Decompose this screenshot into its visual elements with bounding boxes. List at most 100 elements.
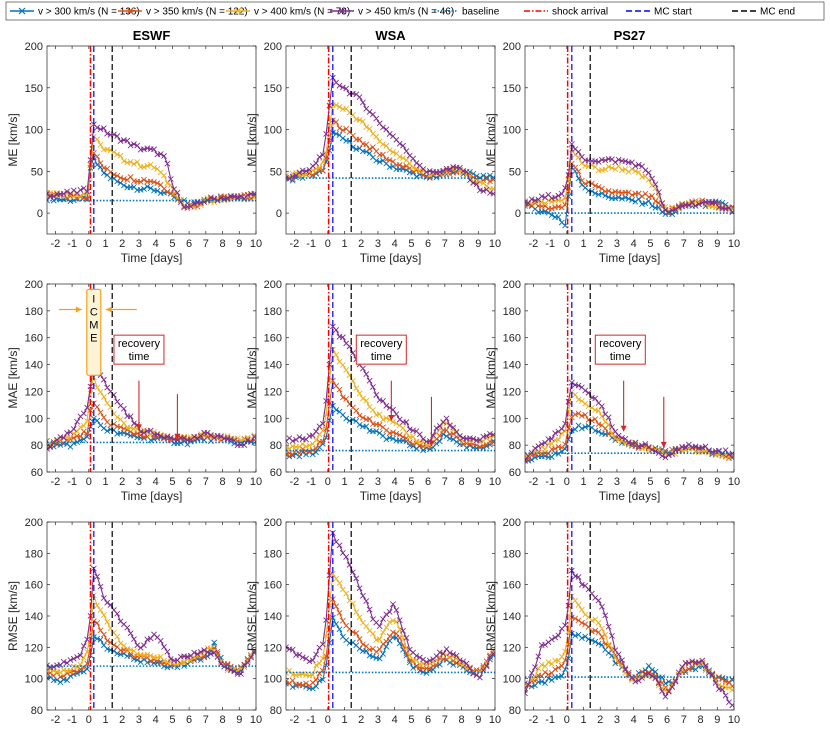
- y-tick-label: 100: [25, 674, 43, 686]
- panel-4: -2 -1 0 1 2 3 4 5 6 7 8 9 10 60 80 100 120 140 160 180 200 Ti…: [245, 279, 501, 503]
- x-tick-label: 3: [136, 714, 142, 726]
- x-axis-label: Time [days]: [121, 251, 183, 265]
- icme-arrowhead-right: [105, 306, 112, 313]
- y-axis-label: ME [km/s]: [484, 113, 498, 166]
- y-tick-label: 50: [31, 166, 43, 178]
- y-tick-label: 150: [503, 83, 521, 95]
- x-tick-label: 5: [169, 476, 175, 488]
- x-tick-label: 4: [153, 714, 159, 726]
- y-tick-label: 80: [270, 705, 282, 717]
- y-tick-label: 140: [25, 360, 43, 372]
- x-tick-label: -2: [528, 476, 538, 488]
- panel-title: PS27: [614, 28, 646, 43]
- x-tick-label: 9: [714, 714, 720, 726]
- x-tick-label: 0: [86, 238, 92, 250]
- x-tick-label: 10: [728, 476, 740, 488]
- y-tick-label: 200: [264, 517, 282, 529]
- x-tick-label: 10: [489, 476, 501, 488]
- x-tick-label: 7: [681, 714, 687, 726]
- y-tick-label: 200: [264, 279, 282, 291]
- x-tick-label: 4: [392, 714, 398, 726]
- y-tick-label: 120: [264, 386, 282, 398]
- y-tick-label: 200: [503, 41, 521, 53]
- legend-marker: [338, 7, 346, 15]
- x-tick-label: 1: [580, 476, 586, 488]
- legend-entry-7: MC end: [732, 7, 795, 18]
- x-tick-label: 1: [341, 714, 347, 726]
- x-tick-label: -2: [289, 476, 299, 488]
- y-tick-label: 80: [31, 705, 43, 717]
- y-tick-label: 120: [264, 642, 282, 654]
- x-axis-label: Time [days]: [599, 489, 661, 503]
- x-tick-label: 5: [169, 238, 175, 250]
- y-tick-label: 160: [503, 580, 521, 592]
- plot-body: [47, 522, 256, 710]
- x-tick-label: 6: [186, 714, 192, 726]
- recovery-arrowhead-1: [174, 433, 181, 440]
- legend-label: MC start: [654, 7, 692, 18]
- x-tick-label: -1: [67, 238, 77, 250]
- recovery-word: recovery: [360, 338, 403, 350]
- y-tick-label: 200: [25, 279, 43, 291]
- y-tick-label: 0: [37, 208, 43, 220]
- x-tick-label: -1: [306, 476, 316, 488]
- recovery-box: [355, 334, 407, 365]
- x-tick-label: 7: [442, 238, 448, 250]
- x-tick-label: 9: [475, 476, 481, 488]
- x-tick-label: 1: [580, 238, 586, 250]
- icme-letter: M: [89, 319, 98, 331]
- recovery-box: [113, 334, 165, 365]
- y-tick-label: 50: [509, 166, 521, 178]
- x-tick-label: 6: [664, 238, 670, 250]
- x-axis-label: Time [days]: [121, 489, 183, 503]
- legend: v > 300 km/s (N = 136) v > 350 km/s (N = …: [5, 1, 825, 21]
- x-tick-label: 0: [564, 476, 570, 488]
- x-tick-label: 7: [203, 714, 209, 726]
- x-tick-label: 7: [203, 238, 209, 250]
- y-tick-label: 150: [25, 83, 43, 95]
- y-axis-label: RMSE [km/s]: [6, 581, 20, 651]
- recovery-word: time: [129, 351, 150, 363]
- x-axis-label: Time [days]: [121, 727, 183, 729]
- x-tick-label: 3: [375, 476, 381, 488]
- x-tick-label: 1: [580, 714, 586, 726]
- y-tick-label: 140: [25, 611, 43, 623]
- legend-label: v > 350 km/s (N = 122): [146, 7, 248, 18]
- x-tick-label: 8: [219, 476, 225, 488]
- recovery-word: time: [610, 351, 631, 363]
- x-tick-label: 3: [375, 714, 381, 726]
- y-tick-label: 100: [503, 125, 521, 137]
- x-tick-label: 0: [564, 714, 570, 726]
- legend-entry-3: v > 450 km/s (N = 46): [330, 7, 454, 18]
- x-axis-label: Time [days]: [599, 251, 661, 265]
- x-tick-label: 7: [203, 476, 209, 488]
- x-tick-label: 8: [219, 714, 225, 726]
- x-tick-label: 9: [236, 714, 242, 726]
- x-tick-label: -1: [306, 714, 316, 726]
- legend-label: baseline: [462, 7, 500, 18]
- x-tick-label: 0: [325, 238, 331, 250]
- plot-body: [525, 522, 734, 710]
- y-axis-label: MAE [km/s]: [6, 347, 20, 408]
- x-tick-label: 8: [458, 714, 464, 726]
- x-tick-label: 0: [86, 476, 92, 488]
- x-tick-label: 10: [728, 238, 740, 250]
- x-tick-label: 6: [425, 238, 431, 250]
- y-tick-label: 0: [515, 208, 521, 220]
- icme-letter: C: [90, 306, 98, 318]
- x-tick-label: -2: [50, 714, 60, 726]
- series-markers-2: [286, 570, 495, 679]
- plot-body: [286, 284, 495, 472]
- y-tick-label: 0: [276, 208, 282, 220]
- y-tick-label: 180: [25, 306, 43, 318]
- x-tick-label: 1: [341, 476, 347, 488]
- series-markers-3: [525, 379, 734, 464]
- x-tick-label: 10: [728, 714, 740, 726]
- x-tick-label: 2: [119, 714, 125, 726]
- x-tick-label: 10: [250, 714, 262, 726]
- x-tick-label: 9: [236, 238, 242, 250]
- axes-box: [46, 45, 257, 235]
- recovery-word: recovery: [118, 338, 161, 350]
